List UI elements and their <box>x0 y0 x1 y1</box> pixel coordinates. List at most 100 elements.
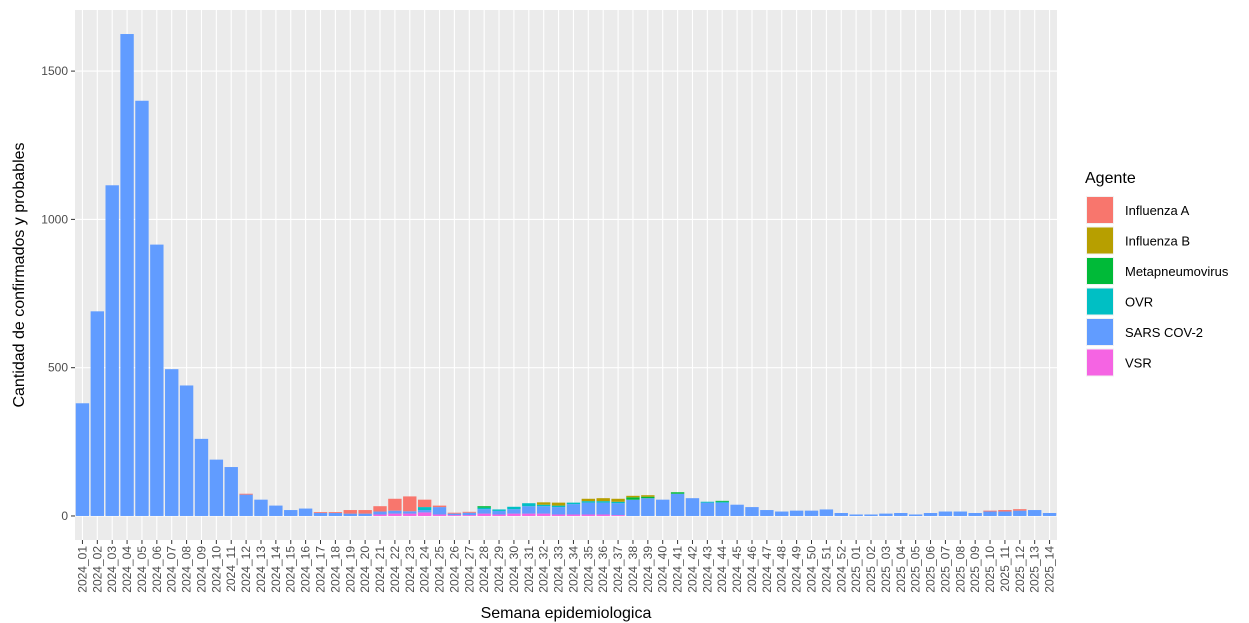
x-tick-label: 2024_31 <box>522 546 536 593</box>
bar-segment <box>551 505 566 508</box>
x-tick-label: 2025_07 <box>938 546 952 593</box>
x-tick-label: 2024_09 <box>194 546 208 593</box>
bar-segment <box>1042 513 1057 516</box>
bar-segment <box>611 515 625 516</box>
bar-segment <box>938 511 953 516</box>
bar-segment <box>462 512 476 516</box>
bar-segment <box>150 244 164 516</box>
bar-segment <box>135 100 149 516</box>
x-tick-label: 2024_33 <box>552 546 566 593</box>
bar-segment <box>551 502 566 506</box>
x-tick-label: 2024_11 <box>224 546 238 592</box>
bar-segment <box>239 493 253 495</box>
x-tick-label: 2025_13 <box>1028 546 1042 593</box>
bar-segment <box>551 514 566 516</box>
x-tick-label: 2024_35 <box>581 546 595 593</box>
bar-segment <box>998 511 1012 516</box>
x-tick-label: 2024_06 <box>150 546 164 593</box>
bar-segment <box>581 514 596 516</box>
bar-segment <box>789 510 804 516</box>
bar-segment <box>536 513 551 516</box>
x-tick-label: 2024_39 <box>641 546 655 593</box>
bar-segment <box>120 34 134 516</box>
x-tick-label: 2024_48 <box>775 546 789 593</box>
bar-segment <box>1013 509 1027 511</box>
bar-segment <box>745 507 759 516</box>
bar-segment <box>492 510 506 515</box>
bar-segment <box>417 510 432 513</box>
bar-segment <box>611 498 625 502</box>
x-tick-label: 2024_47 <box>760 546 774 593</box>
bar-segment <box>417 499 432 508</box>
bar-segment <box>685 498 700 516</box>
bar-segment <box>388 498 402 511</box>
x-tick-label: 2024_42 <box>685 546 699 593</box>
bar-segment <box>417 512 432 516</box>
bar-segment <box>611 503 625 516</box>
legend-title: Agente <box>1085 170 1136 187</box>
bar-segment <box>715 502 729 516</box>
x-tick-label: 2024_03 <box>105 546 119 593</box>
x-tick-label: 2024_07 <box>165 546 179 593</box>
bar-segment <box>388 513 402 516</box>
bar-segment <box>298 508 313 516</box>
x-tick-label: 2024_49 <box>790 546 804 593</box>
x-tick-label: 2024_08 <box>180 546 194 593</box>
bar-segment <box>313 512 328 514</box>
bar-segment <box>507 506 521 510</box>
bar-segment <box>715 500 729 502</box>
x-tick-label: 2024_14 <box>269 546 283 593</box>
legend-label: SARS COV-2 <box>1125 325 1203 340</box>
bar-segment <box>447 513 462 516</box>
bar-segment <box>849 514 863 516</box>
bar-segment <box>343 510 357 514</box>
bar-segment <box>596 514 610 516</box>
bar-segment <box>908 514 923 516</box>
bar-segment <box>700 501 715 503</box>
bar-segment <box>328 512 343 514</box>
bar-segment <box>953 511 967 516</box>
x-tick-label: 2025_12 <box>1013 546 1027 593</box>
legend-swatch <box>1087 227 1113 254</box>
bar-segment <box>626 495 640 498</box>
bar-segment <box>581 498 596 502</box>
x-tick-label: 2024_04 <box>120 546 134 593</box>
y-tick-label: 1000 <box>41 212 68 226</box>
x-tick-label: 2024_17 <box>314 546 328 593</box>
bar-segment <box>566 514 581 516</box>
bar-segment <box>522 503 536 507</box>
bar-segment <box>1013 510 1027 516</box>
bar-segment <box>983 511 997 516</box>
bar-segment <box>641 495 655 497</box>
x-tick-label: 2024_16 <box>299 546 313 593</box>
bars <box>75 34 1057 516</box>
x-tick-label: 2024_19 <box>343 546 357 593</box>
bar-segment <box>581 502 596 515</box>
x-tick-label: 2024_13 <box>254 546 268 593</box>
bar-segment <box>894 513 908 516</box>
bar-segment <box>447 512 462 514</box>
bar-segment <box>522 506 536 514</box>
bar-segment <box>477 506 491 508</box>
legend-swatch <box>1087 258 1113 284</box>
x-tick-label: 2025_02 <box>864 546 878 593</box>
bar-segment <box>328 513 343 516</box>
x-tick-label: 2024_28 <box>477 546 491 593</box>
x-tick-label: 2024_51 <box>819 546 833 593</box>
bar-segment <box>760 510 774 516</box>
x-tick-label: 2024_02 <box>90 546 104 593</box>
bar-segment <box>596 501 610 503</box>
bar-segment <box>239 494 253 516</box>
legend-label: Influenza A <box>1125 203 1190 218</box>
bar-segment <box>194 438 209 516</box>
bar-segment <box>641 498 655 516</box>
x-tick-label: 2025_10 <box>983 546 997 593</box>
bar-segment <box>730 504 744 516</box>
bar-segment <box>522 513 536 516</box>
legend-swatch <box>1087 288 1113 315</box>
x-tick-label: 2024_43 <box>700 546 714 593</box>
x-tick-label: 2025_01 <box>849 546 863 593</box>
bar-segment <box>670 493 685 516</box>
